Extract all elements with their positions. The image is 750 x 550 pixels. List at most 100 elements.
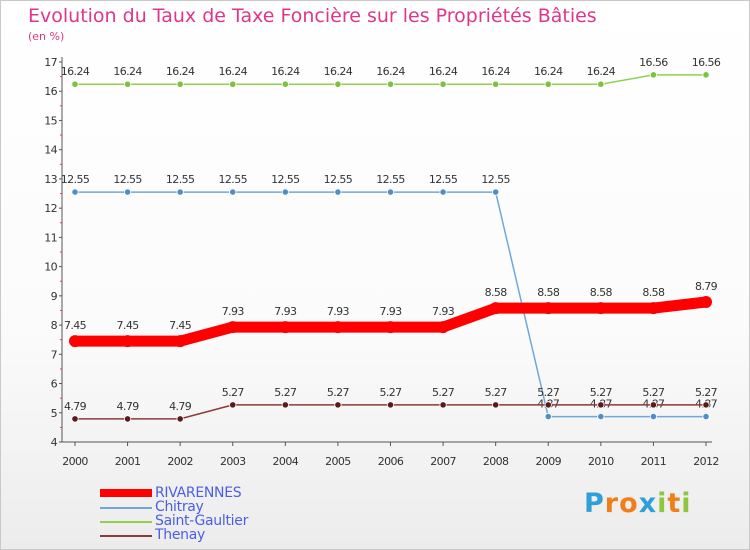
data-label-chitray: 12.55: [219, 173, 248, 186]
data-point-rivarennes: [121, 335, 134, 348]
data-point-saint-gaultier: [544, 80, 552, 88]
data-label-chitray: 12.55: [113, 173, 142, 186]
data-point-thenay: [334, 401, 342, 409]
data-label-saint-gaultier: 16.56: [692, 56, 721, 69]
x-tick-label: 2010: [588, 455, 614, 468]
data-label-thenay: 5.27: [485, 386, 508, 399]
data-label-saint-gaultier: 16.24: [61, 65, 90, 78]
legend-swatch-rivarennes: [100, 489, 152, 497]
data-point-rivarennes: [226, 321, 239, 334]
data-point-saint-gaultier: [439, 80, 447, 88]
data-label-chitray: 12.55: [324, 173, 353, 186]
logo-letter: i: [657, 488, 668, 519]
data-label-rivarennes: 8.58: [590, 286, 613, 299]
x-tick-label: 2004: [273, 455, 299, 468]
y-tick-label: 10: [44, 261, 57, 274]
data-point-rivarennes: [174, 335, 187, 348]
data-label-saint-gaultier: 16.24: [587, 65, 616, 78]
data-point-saint-gaultier: [597, 80, 605, 88]
data-label-rivarennes: 7.45: [169, 319, 192, 332]
data-label-rivarennes: 7.45: [117, 319, 140, 332]
data-label-thenay: 5.27: [222, 386, 245, 399]
data-label-saint-gaultier: 16.24: [429, 65, 458, 78]
proxiti-logo: Proxiti: [584, 488, 692, 519]
logo-letter: r: [604, 488, 620, 519]
x-tick-label: 2009: [535, 455, 561, 468]
data-label-rivarennes: 7.93: [327, 305, 350, 318]
legend-label-saint-gaultier: Saint-Gaultier: [155, 513, 249, 529]
legend-swatch-saint-gaultier: [100, 521, 152, 523]
y-tick-label: 5: [51, 407, 58, 420]
y-tick-label: 6: [51, 378, 58, 391]
data-point-thenay: [176, 415, 184, 423]
data-label-rivarennes: 8.58: [642, 286, 665, 299]
data-point-thenay: [281, 401, 289, 409]
y-tick-label: 13: [44, 173, 57, 186]
data-point-saint-gaultier: [386, 80, 395, 88]
data-label-thenay: 5.27: [642, 386, 665, 399]
data-point-rivarennes: [594, 302, 607, 315]
data-label-thenay: 4.79: [64, 400, 87, 413]
data-label-chitray: 12.55: [376, 173, 405, 186]
data-label-saint-gaultier: 16.24: [166, 65, 195, 78]
data-point-chitray: [544, 412, 552, 421]
x-tick-label: 2007: [430, 455, 456, 468]
data-point-saint-gaultier: [281, 80, 289, 88]
legend-swatch-chitray: [100, 507, 152, 509]
data-point-thenay: [702, 401, 710, 409]
data-label-saint-gaultier: 16.24: [113, 65, 142, 78]
data-label-thenay: 5.27: [432, 386, 455, 399]
logo-letter: i: [681, 488, 692, 519]
data-point-chitray: [71, 188, 79, 196]
y-tick-label: 14: [44, 144, 57, 157]
data-label-rivarennes: 8.58: [537, 286, 560, 299]
y-tick-label: 4: [51, 436, 58, 449]
data-point-rivarennes: [700, 295, 712, 308]
data-label-thenay: 5.27: [379, 386, 402, 399]
data-point-chitray: [176, 188, 184, 196]
y-tick-label: 16: [44, 85, 57, 98]
data-point-thenay: [439, 401, 447, 409]
data-label-thenay: 4.79: [169, 400, 192, 413]
data-point-chitray: [123, 188, 132, 196]
data-label-saint-gaultier: 16.24: [534, 65, 563, 78]
logo-letter: t: [667, 488, 682, 519]
data-point-chitray: [386, 188, 395, 196]
data-label-rivarennes: 7.93: [432, 305, 455, 318]
data-label-rivarennes: 8.58: [485, 286, 508, 299]
data-point-chitray: [439, 188, 447, 196]
data-point-chitray: [334, 188, 342, 196]
x-tick-label: 2008: [483, 455, 509, 468]
data-label-rivarennes: 7.93: [274, 305, 297, 318]
chart-title: Evolution du Taux de Taxe Foncière sur l…: [28, 5, 597, 27]
data-label-saint-gaultier: 16.24: [376, 65, 405, 78]
data-point-thenay: [71, 415, 79, 423]
data-point-thenay: [229, 401, 237, 409]
data-point-rivarennes: [489, 302, 502, 315]
y-tick-label: 15: [44, 114, 57, 127]
data-point-saint-gaultier: [229, 80, 237, 88]
data-point-saint-gaultier: [334, 80, 342, 88]
data-point-rivarennes: [331, 321, 344, 334]
data-point-rivarennes: [69, 335, 81, 348]
data-point-chitray: [492, 188, 500, 196]
y-tick-label: 17: [44, 56, 57, 69]
logo-letter: x: [638, 488, 658, 519]
data-label-saint-gaultier: 16.24: [481, 65, 510, 78]
legend-label-chitray: Chitray: [155, 499, 204, 515]
data-point-saint-gaultier: [71, 80, 79, 88]
data-point-rivarennes: [279, 321, 292, 334]
data-label-thenay: 5.27: [590, 386, 613, 399]
y-tick-label: 12: [44, 202, 57, 215]
data-label-chitray: 12.55: [429, 173, 458, 186]
data-label-saint-gaultier: 16.56: [639, 56, 668, 69]
data-point-rivarennes: [647, 302, 660, 315]
x-tick-label: 2003: [220, 455, 246, 468]
y-tick-label: 7: [51, 348, 58, 361]
data-label-chitray: 12.55: [481, 173, 510, 186]
data-point-chitray: [281, 188, 289, 196]
x-tick-label: 2002: [167, 455, 193, 468]
data-label-rivarennes: 7.93: [379, 305, 402, 318]
x-tick-label: 2001: [115, 455, 141, 468]
data-label-thenay: 5.27: [274, 386, 297, 399]
